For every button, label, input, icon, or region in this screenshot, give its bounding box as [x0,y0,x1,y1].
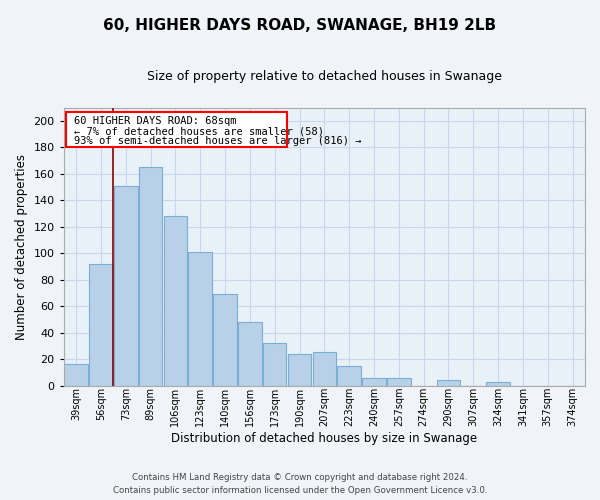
Bar [387,378,410,386]
Bar [238,322,262,386]
Bar [139,168,163,386]
X-axis label: Distribution of detached houses by size in Swanage: Distribution of detached houses by size … [171,432,478,445]
Text: 60, HIGHER DAYS ROAD, SWANAGE, BH19 2LB: 60, HIGHER DAYS ROAD, SWANAGE, BH19 2LB [103,18,497,32]
Y-axis label: Number of detached properties: Number of detached properties [15,154,28,340]
Bar [337,366,361,386]
Bar [362,378,386,386]
Bar [213,294,237,386]
Bar [288,354,311,386]
Bar [188,252,212,386]
Title: Size of property relative to detached houses in Swanage: Size of property relative to detached ho… [147,70,502,83]
Bar [263,343,286,386]
Bar [164,216,187,386]
Bar [89,264,113,386]
Bar [64,364,88,386]
Text: 93% of semi-detached houses are larger (816) →: 93% of semi-detached houses are larger (… [74,136,361,145]
FancyBboxPatch shape [66,112,287,148]
Bar [487,382,510,386]
Text: Contains HM Land Registry data © Crown copyright and database right 2024.
Contai: Contains HM Land Registry data © Crown c… [113,474,487,495]
Bar [114,186,137,386]
Text: ← 7% of detached houses are smaller (58): ← 7% of detached houses are smaller (58) [74,126,323,136]
Bar [313,352,336,386]
Bar [437,380,460,386]
Text: 60 HIGHER DAYS ROAD: 68sqm: 60 HIGHER DAYS ROAD: 68sqm [74,116,236,126]
